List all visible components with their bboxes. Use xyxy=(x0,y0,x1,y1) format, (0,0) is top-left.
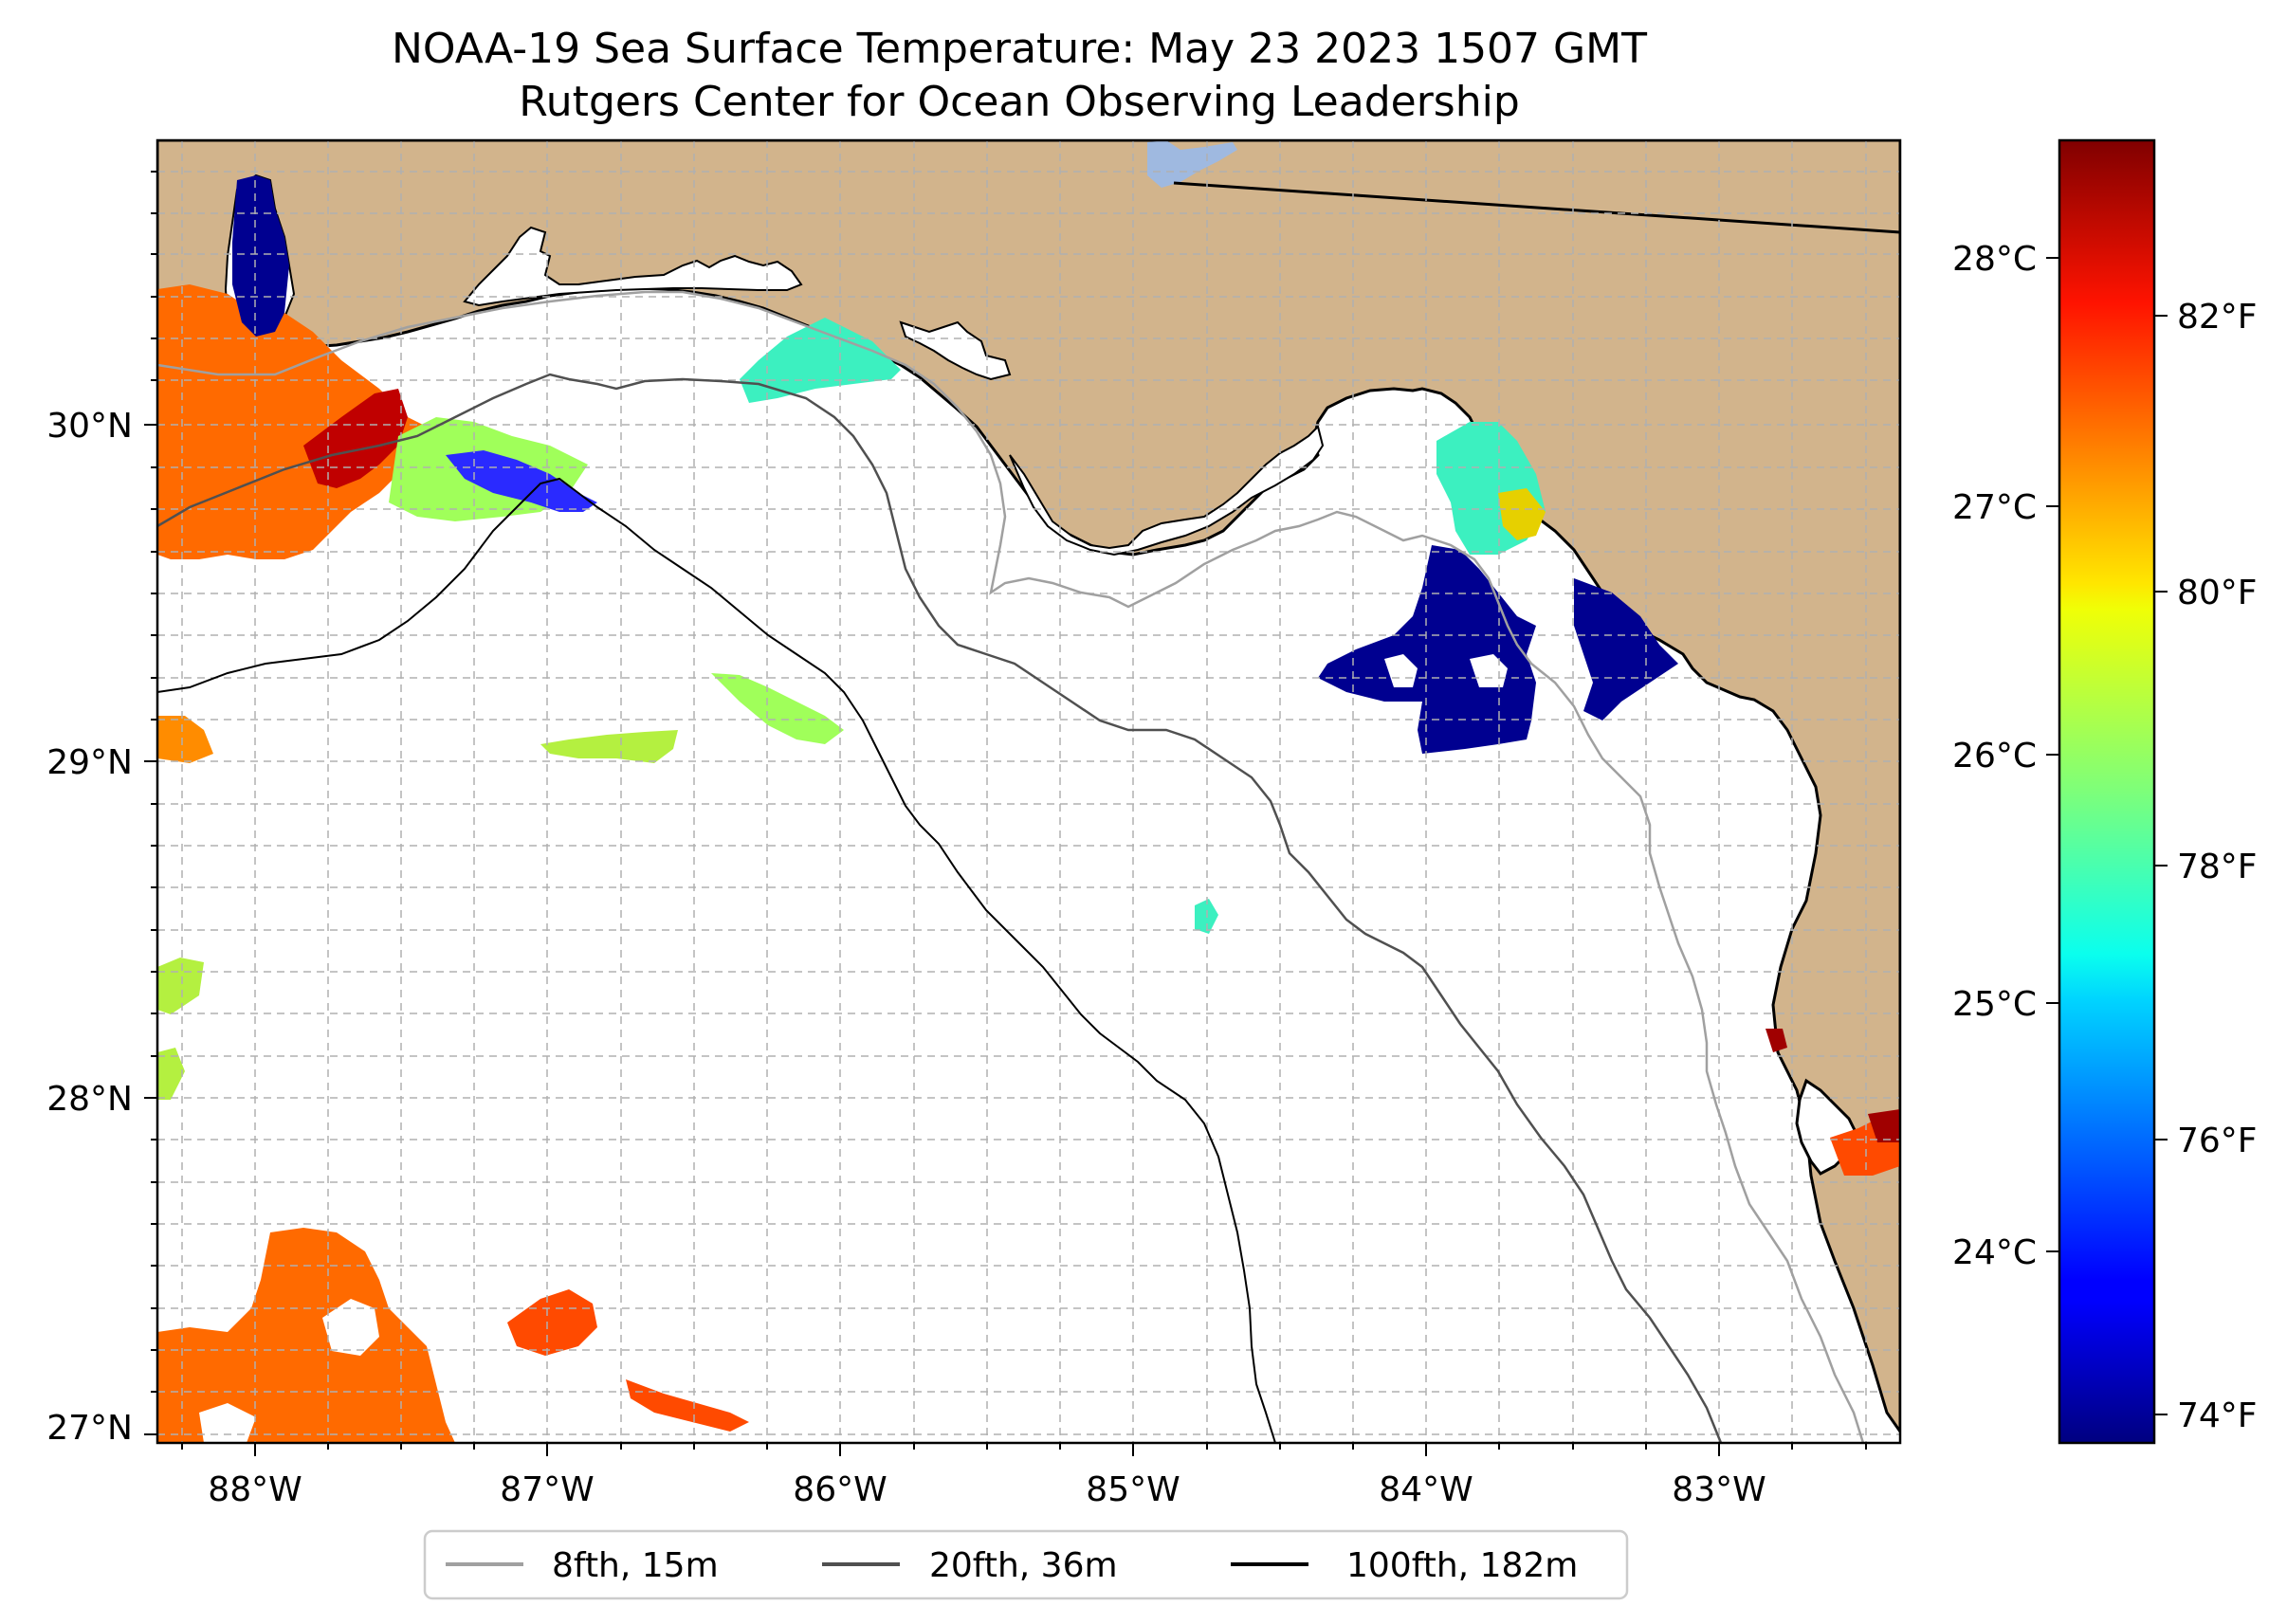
map-frame xyxy=(156,138,1902,1445)
gridlines xyxy=(157,140,1900,1443)
colorbar-fahrenheit-label: 78°F xyxy=(2177,848,2258,886)
lat-tick-label: 27°N xyxy=(46,1409,133,1448)
sst-patch xyxy=(157,284,474,559)
sst-patch xyxy=(1318,545,1536,754)
sst-patch xyxy=(446,450,597,512)
colorbar-celsius-label: 25°C xyxy=(1952,985,2037,1024)
colorbar-celsius-label: 24°C xyxy=(1952,1233,2037,1272)
sst-patch xyxy=(157,1048,185,1100)
sst-patch xyxy=(507,1289,597,1356)
sst-data-layer xyxy=(157,175,1900,1443)
sst-patch xyxy=(157,1228,455,1443)
sst-patch xyxy=(740,318,901,403)
legend-box xyxy=(423,1529,1629,1600)
legend-label-100fth: 100fth, 182m xyxy=(1346,1546,1578,1585)
legend-label-8fth: 8fth, 15m xyxy=(552,1546,719,1585)
colorbar-fahrenheit-ticks xyxy=(2154,315,2168,1415)
sst-patch xyxy=(1470,654,1508,687)
lon-tick-label: 86°W xyxy=(793,1470,887,1509)
lat-tick-label: 29°N xyxy=(46,743,133,782)
title-line-1: NOAA-19 Sea Surface Temperature: May 23 … xyxy=(392,25,1647,73)
lon-tick-label: 84°W xyxy=(1379,1470,1473,1509)
sst-patch xyxy=(322,1299,379,1356)
sst-patch xyxy=(1868,1109,1900,1142)
lat-tick-label: 30°N xyxy=(46,407,133,446)
sst-patch xyxy=(1498,488,1546,540)
lon-tick-label: 85°W xyxy=(1086,1470,1180,1509)
colorbar-celsius-label: 28°C xyxy=(1952,240,2037,279)
legend-label-20fth: 20fth, 36m xyxy=(929,1546,1118,1585)
lat-axis xyxy=(144,171,157,1435)
sst-patch xyxy=(1574,578,1678,721)
colorbar-celsius-label: 27°C xyxy=(1952,488,2037,527)
isobath-20fth xyxy=(157,373,1723,1443)
sst-patch xyxy=(232,175,289,337)
lon-tick-label: 88°W xyxy=(208,1470,302,1509)
sst-patch xyxy=(303,389,408,488)
lake xyxy=(1147,140,1237,188)
colorbar-celsius-ticks xyxy=(2046,257,2059,1252)
map-panel xyxy=(157,140,1900,1443)
state-boundary xyxy=(1173,181,1900,234)
land-area xyxy=(157,140,1900,1434)
sst-patch xyxy=(157,716,213,763)
sst-patch xyxy=(157,958,204,1014)
colorbar-fahrenheit-label: 74°F xyxy=(2177,1396,2258,1435)
colorbar-celsius-label: 26°C xyxy=(1952,737,2037,776)
legend: 8fth, 15m 20fth, 36m 100fth, 182m xyxy=(423,1529,1629,1600)
lon-tick-label: 83°W xyxy=(1672,1470,1766,1509)
lon-axis xyxy=(181,1443,1867,1456)
sst-patch xyxy=(540,730,678,763)
colorbar-fahrenheit-label: 80°F xyxy=(2177,574,2258,612)
sst-patch xyxy=(711,673,844,744)
lon-tick-label: 87°W xyxy=(500,1470,594,1509)
sst-patch xyxy=(626,1379,749,1432)
sst-patch xyxy=(1384,654,1418,687)
title-line-2: Rutgers Center for Ocean Observing Leade… xyxy=(519,78,1520,126)
isobath-8fth xyxy=(157,290,1865,1443)
bay-st-andrew xyxy=(899,320,1012,381)
bay-apalachicola xyxy=(1009,425,1325,557)
sst-patch xyxy=(199,1403,256,1443)
colorbar-fahrenheit-label: 76°F xyxy=(2177,1122,2258,1160)
colorbar xyxy=(2058,138,2156,1445)
isobath-100fth xyxy=(157,477,1276,1443)
lat-tick-label: 28°N xyxy=(46,1080,133,1119)
colorbar-fahrenheit-label: 82°F xyxy=(2177,298,2258,337)
sst-patch xyxy=(1766,1029,1787,1052)
